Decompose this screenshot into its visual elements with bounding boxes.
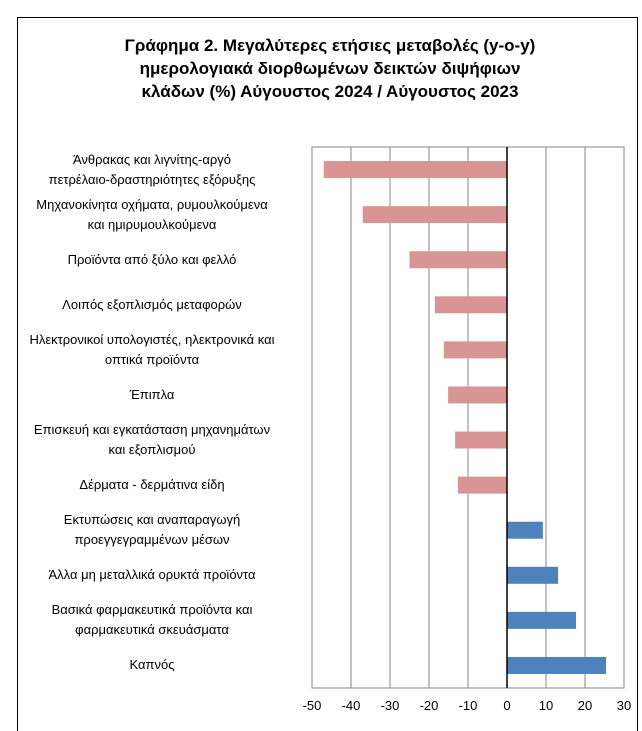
x-tick-label: 0 (503, 698, 511, 713)
bar (323, 161, 507, 179)
x-tick-label: 30 (616, 698, 632, 713)
bar (443, 341, 507, 359)
y-tick-label: Προϊόντα από ξύλο και φελλό (67, 251, 237, 267)
y-tick-label: Ηλεκτρονικοί υπολογιστές, ηλεκτρονικά κα… (29, 331, 275, 367)
x-tick-label: 10 (538, 698, 554, 713)
y-tick-label: Δέρματα - δερμάτινα είδη (79, 477, 225, 493)
chart-frame (17, 17, 638, 731)
x-tick-label: -10 (458, 698, 478, 713)
x-tick-label: -40 (341, 698, 361, 713)
y-tick-label: Επισκευή και εγκατάσταση μηχανημάτων και… (33, 422, 271, 458)
x-tick-label: -20 (419, 698, 439, 713)
x-tick-label: -30 (380, 698, 400, 713)
y-tick-label: Άνθρακας και λιγνίτης-αργό πετρέλαιο-δρα… (48, 151, 256, 187)
y-tick-label: Έπιπλα (129, 386, 175, 402)
bar (507, 656, 607, 674)
x-tick-label: 20 (577, 698, 593, 713)
bar (507, 611, 577, 629)
bar (507, 521, 543, 539)
chart-title: Γράφημα 2. Μεγαλύτερες ετήσιες μεταβολές… (124, 36, 536, 101)
bar (455, 431, 507, 449)
y-tick-label: Καπνός (129, 657, 175, 673)
plot-border (311, 146, 625, 689)
y-tick-label: Άλλα μη μεταλλικά ορυκτά προϊόντα (48, 567, 256, 583)
bar (409, 251, 507, 269)
bar (434, 296, 507, 314)
y-tick-label: Βασικά φαρμακευτικά προϊόντα και φαρμακε… (51, 602, 253, 638)
bar (507, 566, 559, 584)
y-tick-label: Εκτυπώσεις και αναπαραγωγή προεγγεγραμμέ… (63, 512, 241, 548)
bar (457, 476, 507, 494)
x-tick-label: -50 (302, 698, 322, 713)
y-tick-label: Μηχανοκίνητα οχήματα, ρυμουλκούμενα και … (36, 196, 268, 232)
y-tick-label: Λοιπός εξοπλισμός μεταφορών (62, 296, 242, 312)
bar (362, 206, 507, 224)
bar (448, 386, 507, 404)
